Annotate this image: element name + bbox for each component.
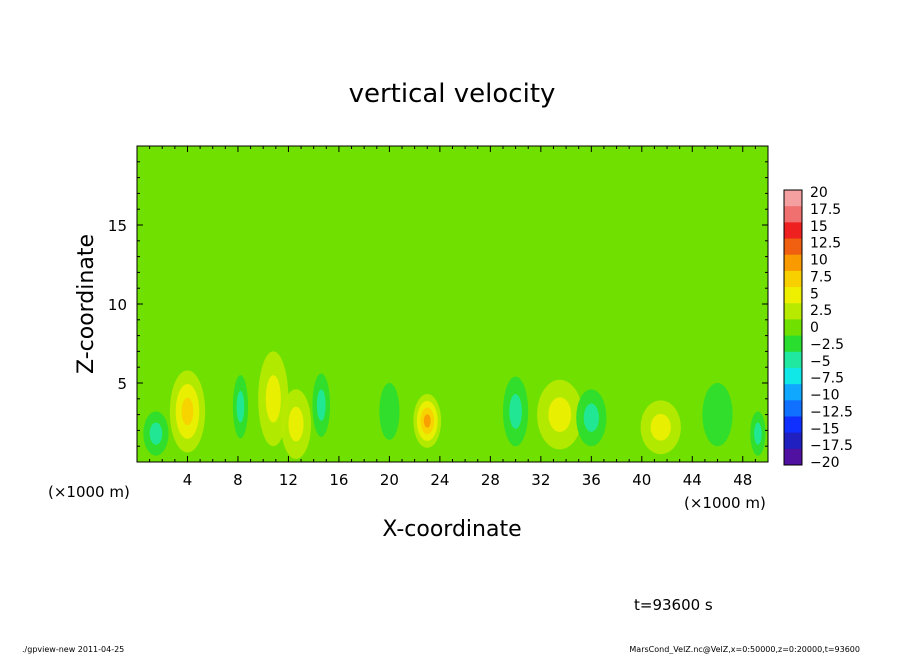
colorbar-swatch [784, 222, 802, 240]
x-tick-label: 16 [329, 471, 348, 489]
velocity-cell [502, 376, 529, 447]
velocity-contour [149, 422, 163, 445]
velocity-cell [379, 383, 400, 440]
colorbar-swatch [784, 254, 802, 272]
velocity-cell [280, 389, 312, 459]
velocity-contour [379, 383, 400, 440]
colorbar-swatch [784, 287, 802, 304]
velocity-contour [509, 394, 522, 429]
y-tick-label: 10 [108, 296, 127, 314]
colorbar-label: −20 [810, 455, 840, 471]
colorbar-swatch [784, 400, 802, 417]
velocity-contour [236, 390, 245, 423]
velocity-cell [413, 394, 442, 448]
colorbar-label: 2.5 [810, 303, 832, 319]
colorbar-frame [783, 189, 803, 466]
velocity-contour [316, 389, 326, 421]
x-axis-label: X-coordinate [382, 517, 521, 542]
colorbar-swatch [784, 416, 802, 434]
velocity-field [143, 351, 766, 459]
colorbar-swatch [784, 335, 802, 353]
colorbar-label: 12.5 [810, 236, 841, 252]
colorbar-label: −12.5 [810, 404, 853, 420]
chart-title: vertical velocity [349, 79, 556, 109]
colorbar-label: 10 [810, 253, 828, 269]
velocity-contour [265, 375, 281, 423]
y-tick-label: 15 [108, 217, 127, 235]
colorbar-label: 17.5 [810, 202, 841, 218]
y-axis-label: Z-coordinate [74, 234, 99, 374]
colorbar-label: 0 [810, 320, 819, 336]
colorbar-swatch [784, 190, 802, 207]
y-axis: 5 10 15 [108, 161, 768, 447]
colorbar-label: 15 [810, 219, 828, 235]
x-tick-label: 28 [481, 471, 500, 489]
velocity-contour [650, 413, 671, 441]
colorbar-swatch [784, 270, 802, 288]
time-label: t=93600 s [634, 596, 713, 614]
velocity-cell [702, 383, 733, 447]
x-axis: 4 8 12 16 20 24 28 32 36 40 44 48 [149, 146, 756, 489]
velocity-contour [548, 397, 572, 432]
colorbar-label: 20 [810, 185, 828, 201]
velocity-contour [288, 406, 304, 442]
velocity-cell [169, 370, 206, 453]
x-tick-label: 36 [582, 471, 601, 489]
x-tick-label: 8 [233, 471, 243, 489]
x-tick-label: 48 [733, 471, 752, 489]
velocity-cell [537, 379, 583, 450]
colorbar-label: −7.5 [810, 371, 844, 387]
colorbar-swatch [784, 432, 802, 450]
colorbar-swatch [784, 384, 802, 401]
velocity-cell [576, 389, 607, 447]
velocity-contour [181, 397, 194, 426]
footer-left: ./gpview-new 2011-04-25 [22, 645, 124, 654]
colorbar-swatch [784, 206, 802, 223]
colorbar-swatch [784, 238, 802, 256]
velocity-cell [750, 411, 766, 456]
velocity-cell [640, 400, 681, 455]
x-tick-label: 24 [430, 471, 449, 489]
velocity-contour [423, 414, 431, 428]
colorbar-swatch [784, 351, 802, 369]
colorbar-swatch [784, 448, 802, 466]
velocity-contour [754, 422, 762, 445]
x-tick-label: 4 [183, 471, 193, 489]
x-tick-label: 20 [380, 471, 399, 489]
x-unit-right: (×1000 m) [684, 494, 766, 512]
plot-area [136, 145, 769, 463]
y-tick-label: 5 [117, 375, 127, 393]
colorbar-label: 7.5 [810, 269, 832, 285]
velocity-contour [702, 383, 733, 447]
colorbar-swatch [784, 303, 802, 320]
colorbar-label: −17.5 [810, 438, 853, 454]
velocity-contour [583, 403, 599, 432]
x-unit-left: (×1000 m) [48, 483, 130, 501]
velocity-cell [312, 373, 331, 437]
velocity-cell [143, 411, 169, 456]
x-tick-label: 44 [683, 471, 702, 489]
velocity-cell [258, 351, 289, 447]
colorbar-label: −5 [810, 354, 831, 370]
colorbar: 2017.51512.5107.552.50−2.5−5−7.5−10−12.5… [783, 185, 853, 471]
x-tick-label: 32 [531, 471, 550, 489]
footer-right: MarsCond_VelZ.nc@VelZ,x=0:50000,z=0:2000… [629, 645, 860, 654]
colorbar-swatch [784, 319, 802, 337]
x-tick-label: 12 [279, 471, 298, 489]
colorbar-label: 5 [810, 286, 819, 302]
colorbar-label: −15 [810, 421, 840, 437]
velocity-cell [232, 375, 249, 439]
x-tick-label: 40 [632, 471, 651, 489]
colorbar-label: −2.5 [810, 337, 844, 353]
colorbar-swatch [784, 367, 802, 385]
colorbar-label: −10 [810, 388, 840, 404]
